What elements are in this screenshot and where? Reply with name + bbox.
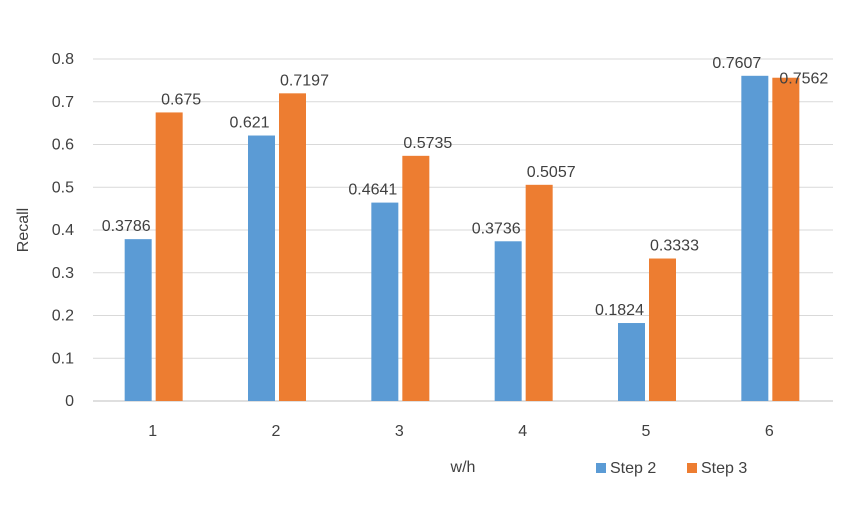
x-axis-ticks: 1 2 3 4 5 6 bbox=[148, 423, 774, 440]
legend-swatch-step-2 bbox=[596, 463, 606, 473]
gridlines bbox=[93, 58, 833, 402]
legend-label-step-3: Step 3 bbox=[701, 460, 747, 477]
y-axis-ticks: 0 0.1 0.2 0.3 0.4 0.5 0.6 0.7 0.8 bbox=[52, 51, 74, 410]
data-label: 0.5735 bbox=[403, 135, 452, 152]
data-label: 0.7607 bbox=[712, 55, 761, 72]
data-labels: 0.3786 0.675 0.621 0.7197 0.4641 0.5735 0.3736… bbox=[102, 55, 829, 319]
data-label: 0.3786 bbox=[102, 218, 151, 235]
y-tick-label: 0.5 bbox=[52, 179, 74, 196]
x-tick-label: 3 bbox=[395, 423, 404, 440]
x-tick-label: 5 bbox=[642, 423, 651, 440]
x-tick-label: 1 bbox=[148, 423, 157, 440]
bar-step-3-3 bbox=[402, 155, 430, 401]
bar-step-2-4 bbox=[494, 241, 522, 401]
data-label: 0.7562 bbox=[779, 71, 828, 88]
data-label: 0.3736 bbox=[472, 220, 521, 237]
bar-step-2-5 bbox=[618, 323, 645, 401]
x-tick-label: 4 bbox=[518, 423, 527, 440]
data-label: 0.5057 bbox=[527, 164, 576, 181]
legend-swatch-step-3 bbox=[687, 463, 697, 473]
bar-step-3-2 bbox=[279, 93, 306, 401]
bars bbox=[124, 75, 800, 402]
y-tick-label: 0 bbox=[65, 393, 74, 410]
y-tick-label: 0.2 bbox=[52, 308, 74, 325]
bar-step-2-1 bbox=[124, 239, 152, 401]
bar-step-3-6 bbox=[772, 77, 800, 402]
y-tick-label: 0.7 bbox=[52, 94, 74, 111]
y-tick-label: 0.1 bbox=[52, 350, 74, 367]
bar-step-2-3 bbox=[371, 202, 399, 401]
data-label: 0.675 bbox=[161, 91, 201, 108]
data-label: 0.7197 bbox=[280, 72, 329, 89]
y-axis-title: Recall bbox=[15, 208, 32, 252]
y-tick-label: 0.6 bbox=[52, 137, 74, 154]
legend-label-step-2: Step 2 bbox=[610, 460, 656, 477]
y-tick-label: 0.3 bbox=[52, 265, 74, 282]
bar-step-3-4 bbox=[525, 184, 553, 401]
data-label: 0.4641 bbox=[348, 182, 397, 199]
x-axis-title: w/h bbox=[450, 459, 476, 476]
data-label: 0.621 bbox=[229, 115, 269, 132]
x-tick-label: 2 bbox=[272, 423, 281, 440]
bar-step-2-2 bbox=[248, 135, 275, 401]
data-label: 0.3333 bbox=[650, 238, 699, 255]
y-tick-label: 0.4 bbox=[52, 222, 74, 239]
y-tick-label: 0.8 bbox=[52, 51, 74, 68]
bar-step-2-6 bbox=[741, 75, 769, 401]
data-label: 0.1824 bbox=[595, 302, 644, 319]
bar-step-3-5 bbox=[649, 258, 676, 401]
legend: Step 2 Step 3 bbox=[596, 460, 747, 477]
x-tick-label: 6 bbox=[765, 423, 774, 440]
bar-step-3-1 bbox=[155, 112, 183, 401]
